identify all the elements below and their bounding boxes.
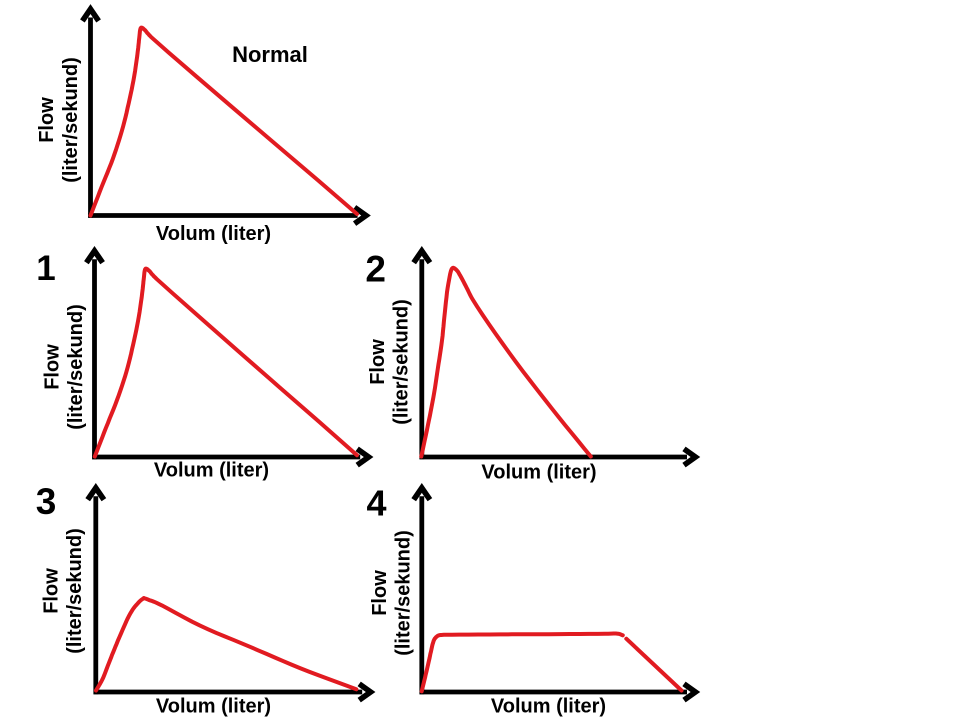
svg-text:Volum (liter): Volum (liter) <box>156 223 271 245</box>
svg-text:Volum (liter): Volum (liter) <box>156 696 271 718</box>
svg-text:(liter/sekund): (liter/sekund) <box>390 299 412 425</box>
svg-text:Volum (liter): Volum (liter) <box>481 462 596 484</box>
svg-text:Flow: Flow <box>42 344 64 390</box>
svg-text:Volum (liter): Volum (liter) <box>491 696 606 718</box>
svg-text:4: 4 <box>366 483 386 524</box>
svg-text:Flow: Flow <box>36 97 58 143</box>
svg-text:Volum (liter): Volum (liter) <box>154 460 269 482</box>
svg-text:Flow: Flow <box>40 568 62 614</box>
svg-text:(liter/sekund): (liter/sekund) <box>64 528 86 654</box>
svg-text:1: 1 <box>36 249 55 288</box>
svg-text:Flow: Flow <box>369 570 391 616</box>
svg-text:2: 2 <box>365 249 386 290</box>
svg-text:(liter/sekund): (liter/sekund) <box>392 530 414 656</box>
svg-text:Normal: Normal <box>232 42 308 67</box>
svg-text:Flow: Flow <box>367 339 389 385</box>
svg-text:3: 3 <box>36 481 57 522</box>
svg-text:(liter/sekund): (liter/sekund) <box>60 57 82 183</box>
svg-text:(liter/sekund): (liter/sekund) <box>65 304 87 430</box>
